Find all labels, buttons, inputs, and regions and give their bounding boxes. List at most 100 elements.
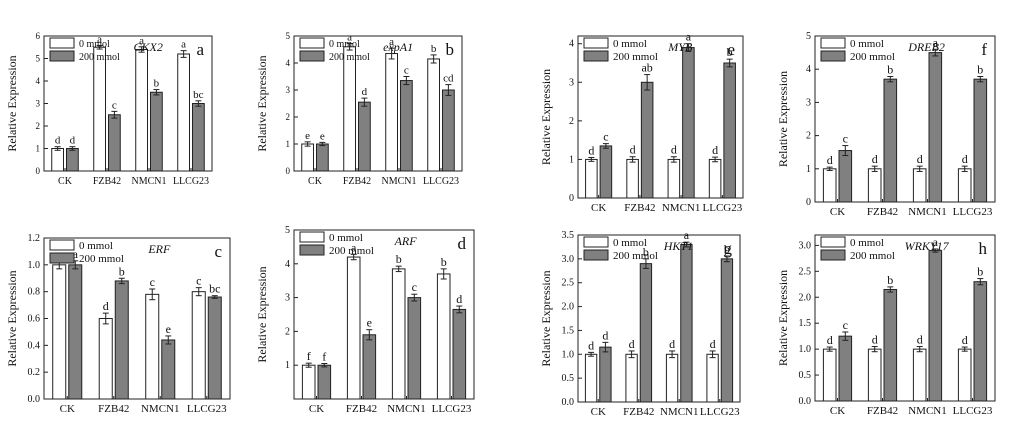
legend-swatch-low (49, 37, 75, 49)
bar (822, 168, 837, 203)
bar (452, 308, 467, 400)
legend-swatch-low (299, 231, 325, 243)
y-tick-label: 0 (569, 193, 574, 204)
x-tick-label: LLCG23 (700, 406, 740, 418)
bar (822, 348, 837, 402)
x-tick-label: CK (830, 405, 845, 417)
y-axis-label: Relative Expression (255, 55, 269, 151)
x-tick-label: LLCG23 (187, 403, 227, 415)
legend-swatch-high (820, 249, 846, 261)
y-tick-label: 0.4 (28, 340, 41, 351)
significance-letter: d (872, 333, 878, 347)
y-tick-label: 0.5 (562, 373, 575, 384)
plot-frame (293, 229, 475, 400)
significance-letter: a (933, 235, 939, 249)
y-tick-label: 5 (285, 225, 290, 236)
bar (343, 46, 356, 172)
bar (191, 291, 206, 400)
bar (358, 101, 371, 172)
significance-letter: e (367, 316, 372, 330)
x-tick-label: NMCN1 (381, 176, 416, 187)
significance-letter: c (843, 132, 848, 146)
y-tick-label: 2 (569, 116, 574, 127)
significance-letter: d (588, 338, 594, 352)
legend-swatch-low (299, 37, 325, 49)
bar (108, 114, 121, 172)
significance-letter: a (389, 36, 394, 48)
significance-letter: c (412, 280, 417, 294)
significance-letter: d (671, 143, 677, 157)
significance-letter: d (456, 292, 462, 306)
y-axis-label: Relative Expression (539, 270, 553, 366)
significance-letter: b (154, 78, 160, 90)
x-tick-label: LLCG23 (432, 403, 472, 415)
panel-letter: e (727, 40, 735, 59)
legend-label-low: 0 mmol (329, 39, 360, 50)
y-tick-label: 0.6 (28, 314, 41, 325)
legend-label-high: 200 mmol (850, 51, 895, 63)
significance-letter: d (602, 328, 608, 342)
y-tick-label: 0.0 (28, 394, 41, 405)
y-tick-label: 0 (36, 166, 41, 176)
significance-letter: d (669, 337, 675, 351)
significance-letter: b (643, 245, 649, 259)
y-tick-label: 3 (806, 97, 811, 108)
y-tick-label: 2.5 (562, 278, 575, 289)
y-tick-label: 2.0 (562, 302, 575, 313)
y-tick-label: 3.5 (562, 230, 575, 241)
bar (626, 158, 639, 199)
legend-label-high: 200 mmol (79, 253, 124, 265)
bar (362, 334, 377, 400)
significance-letter: a (347, 32, 352, 44)
chart-ARF: 1 2 3 4 5 Relative Expression CK f f FZB42 a e NMCN1… (255, 225, 475, 415)
legend-label-low: 0 mmol (329, 232, 363, 244)
bar (883, 288, 898, 402)
y-tick-label: 1 (285, 360, 290, 371)
y-tick-label: 0 (286, 166, 291, 176)
significance-letter: b (724, 242, 730, 256)
bar (135, 49, 149, 172)
bar (68, 264, 83, 400)
y-tick-label: 2 (286, 112, 291, 122)
significance-letter: b (977, 63, 983, 77)
bar (207, 296, 222, 400)
x-tick-label: CK (58, 176, 73, 187)
significance-letter: b (441, 255, 447, 269)
panel-letter: a (196, 40, 204, 59)
bar (723, 62, 736, 199)
legend-swatch-high (299, 244, 325, 256)
legend-swatch-high (49, 252, 75, 264)
x-tick-label: NMCN1 (660, 406, 699, 418)
bar (192, 103, 205, 172)
panel-letter: d (458, 234, 467, 253)
bar (883, 78, 898, 203)
bar (928, 250, 943, 402)
panel-letter: b (446, 40, 455, 59)
significance-letter: b (431, 43, 437, 55)
legend-label-low: 0 mmol (850, 38, 884, 50)
y-tick-label: 2.5 (799, 266, 812, 277)
y-axis-label: Relative Expression (5, 55, 19, 151)
y-tick-label: 1.5 (562, 325, 575, 336)
y-tick-label: 3.0 (799, 240, 812, 251)
legend-label-high: 200 mmol (613, 250, 658, 262)
bar (973, 281, 988, 402)
x-tick-label: FZB42 (623, 406, 654, 418)
significance-letter: bc (209, 282, 220, 296)
y-tick-label: 0.0 (799, 396, 812, 407)
x-tick-label: FZB42 (867, 405, 898, 417)
plot-frame (814, 234, 996, 402)
y-tick-label: 3 (285, 293, 290, 304)
significance-letter: d (588, 144, 594, 158)
x-tick-label: NMCN1 (662, 202, 701, 214)
x-tick-label: LLCG23 (423, 176, 459, 187)
bar (427, 58, 440, 172)
chart-HKT1: 0.0 0.5 1.0 1.5 2.0 2.5 3.0 3.5 Relative Express… (539, 228, 741, 418)
legend-swatch-high (583, 249, 609, 261)
plot-frame (577, 35, 744, 199)
significance-letter: c (196, 274, 201, 288)
y-tick-label: 2 (285, 326, 290, 337)
y-tick-label: 1 (569, 154, 574, 165)
significance-letter: a (351, 240, 357, 254)
legend-label-low: 0 mmol (79, 39, 110, 50)
